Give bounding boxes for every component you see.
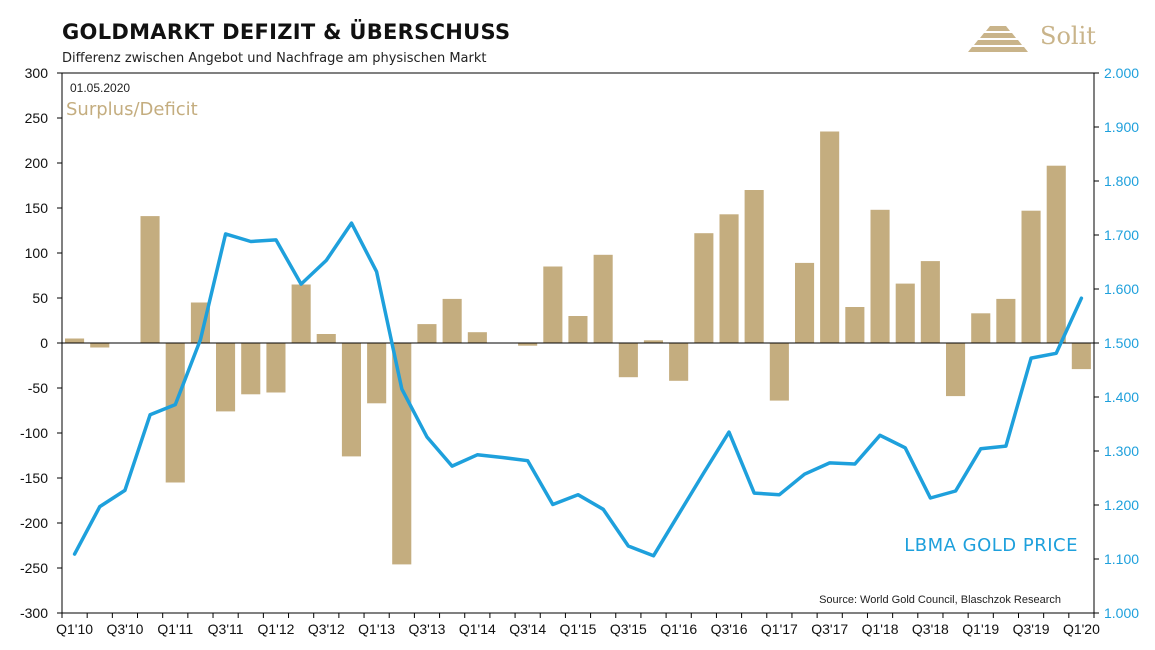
bar-Q1'20 <box>1071 343 1091 370</box>
bar-Q3'19 <box>1021 210 1041 343</box>
bar-Q3'17 <box>820 131 840 343</box>
x-tick-label: Q3'18 <box>912 621 949 637</box>
bar-Q1'17 <box>769 343 789 401</box>
x-tick-label: Q1'13 <box>358 621 395 637</box>
y-right-tick-label: 2.000 <box>1104 65 1139 81</box>
chart-subtitle: Differenz zwischen Angebot und Nachfrage… <box>62 51 487 66</box>
x-tick-label: Q1'12 <box>257 621 294 637</box>
bar-Q2'10 <box>90 343 110 348</box>
y-left-tick-label: 0 <box>40 335 48 351</box>
x-tick-label: Q1'14 <box>459 621 496 637</box>
bar-Q4'19 <box>1046 165 1066 343</box>
y-left-tick-label: 150 <box>25 200 49 216</box>
x-tick-label: Q3'11 <box>208 621 244 637</box>
bar-Q4'14 <box>543 266 563 343</box>
x-tick-label: Q1'20 <box>1063 621 1100 637</box>
surplus-deficit-label: Surplus/Deficit <box>66 99 198 120</box>
y-left-tick-label: 100 <box>25 245 49 261</box>
y-right-tick-label: 1.800 <box>1104 173 1139 189</box>
bar-Q3'18 <box>920 261 940 343</box>
y-left-tick-label: 200 <box>25 155 49 171</box>
y-right-tick-label: 1.400 <box>1104 389 1139 405</box>
y-left-tick-label: 300 <box>25 65 49 81</box>
gold-price-line <box>72 221 1084 558</box>
labels-layer: 300 250 200 150 100 50 0 -50 -100 -150 -200 -250 -30… <box>20 65 1139 637</box>
bar-Q2'17 <box>795 262 815 343</box>
source-label: Source: World Gold Council, Blaschzok Re… <box>819 594 1061 606</box>
x-tick-label: Q1'16 <box>660 621 697 637</box>
bar-Q3'14 <box>518 343 538 346</box>
bar-Q4'12 <box>341 343 361 457</box>
x-tick-label: Q1'10 <box>56 621 93 637</box>
bar-Q2'18 <box>895 283 915 343</box>
logo-text: Solit <box>1040 22 1096 50</box>
bar-Q1'16 <box>669 343 689 381</box>
bar-Q3'16 <box>719 214 739 343</box>
y-left-tick-label: -200 <box>20 515 48 531</box>
y-left-tick-label: -50 <box>28 380 48 396</box>
x-tick-label: Q1'18 <box>862 621 899 637</box>
chart-title: GOLDMARKT DEFIZIT & ÜBERSCHUSS <box>62 20 511 44</box>
bar-Q4'17 <box>845 307 865 343</box>
x-tick-label: Q3'10 <box>106 621 143 637</box>
x-tick-label: Q3'14 <box>509 621 546 637</box>
bar-Q2'15 <box>593 254 613 343</box>
bars-layer <box>65 131 1091 565</box>
x-tick-label: Q3'15 <box>610 621 647 637</box>
bar-Q3'15 <box>618 343 638 378</box>
bar-Q4'15 <box>643 340 663 343</box>
axes-layer <box>57 72 1099 618</box>
bar-Q4'13 <box>442 298 462 343</box>
bar-Q2'13 <box>392 343 412 565</box>
y-left-tick-label: -150 <box>20 470 48 486</box>
y-right-tick-label: 1.200 <box>1104 497 1139 513</box>
bar-Q4'16 <box>744 190 764 343</box>
y-left-tick-label: 250 <box>25 110 49 126</box>
x-tick-label: Q3'16 <box>711 621 748 637</box>
bar-Q1'19 <box>971 313 991 343</box>
bar-Q3'11 <box>216 343 236 412</box>
bar-Q3'12 <box>316 334 336 343</box>
y-right-tick-label: 1.000 <box>1104 605 1139 621</box>
line-layer <box>72 221 1084 558</box>
y-left-tick-label: 50 <box>32 290 48 306</box>
bar-Q1'11 <box>165 343 185 483</box>
x-tick-label: Q3'12 <box>308 621 345 637</box>
x-tick-label: Q1'19 <box>962 621 999 637</box>
y-right-tick-label: 1.600 <box>1104 281 1139 297</box>
y-right-tick-label: 1.900 <box>1104 119 1139 135</box>
bar-Q2'19 <box>996 298 1016 343</box>
bar-Q1'15 <box>568 316 588 343</box>
y-right-tick-label: 1.500 <box>1104 335 1139 351</box>
solit-logo-icon <box>968 26 1028 52</box>
bar-Q1'14 <box>467 332 487 343</box>
bar-Q2'12 <box>291 284 311 343</box>
lbma-gold-price-label: LBMA GOLD PRICE <box>904 535 1078 556</box>
bar-Q1'10 <box>65 338 85 343</box>
bar-Q2'16 <box>694 233 714 343</box>
bar-Q4'18 <box>946 343 966 397</box>
x-tick-label: Q3'17 <box>811 621 848 637</box>
x-tick-label: Q1'15 <box>560 621 597 637</box>
x-tick-label: Q1'17 <box>761 621 798 637</box>
bar-Q3'13 <box>417 324 437 343</box>
x-tick-label: Q1'11 <box>157 621 193 637</box>
x-tick-label: Q3'19 <box>1013 621 1050 637</box>
bar-Q1'12 <box>266 343 286 393</box>
y-left-tick-label: -300 <box>20 605 48 621</box>
bar-Q1'18 <box>870 209 890 343</box>
y-left-tick-label: -250 <box>20 560 48 576</box>
bar-Q4'11 <box>241 343 261 395</box>
bar-Q4'10 <box>140 216 160 343</box>
x-tick-label: Q3'13 <box>409 621 446 637</box>
y-right-tick-label: 1.300 <box>1104 443 1139 459</box>
bar-Q1'13 <box>367 343 387 404</box>
y-right-tick-label: 1.700 <box>1104 227 1139 243</box>
date-label: 01.05.2020 <box>70 81 130 95</box>
y-right-tick-label: 1.100 <box>1104 551 1139 567</box>
y-left-tick-label: -100 <box>20 425 48 441</box>
